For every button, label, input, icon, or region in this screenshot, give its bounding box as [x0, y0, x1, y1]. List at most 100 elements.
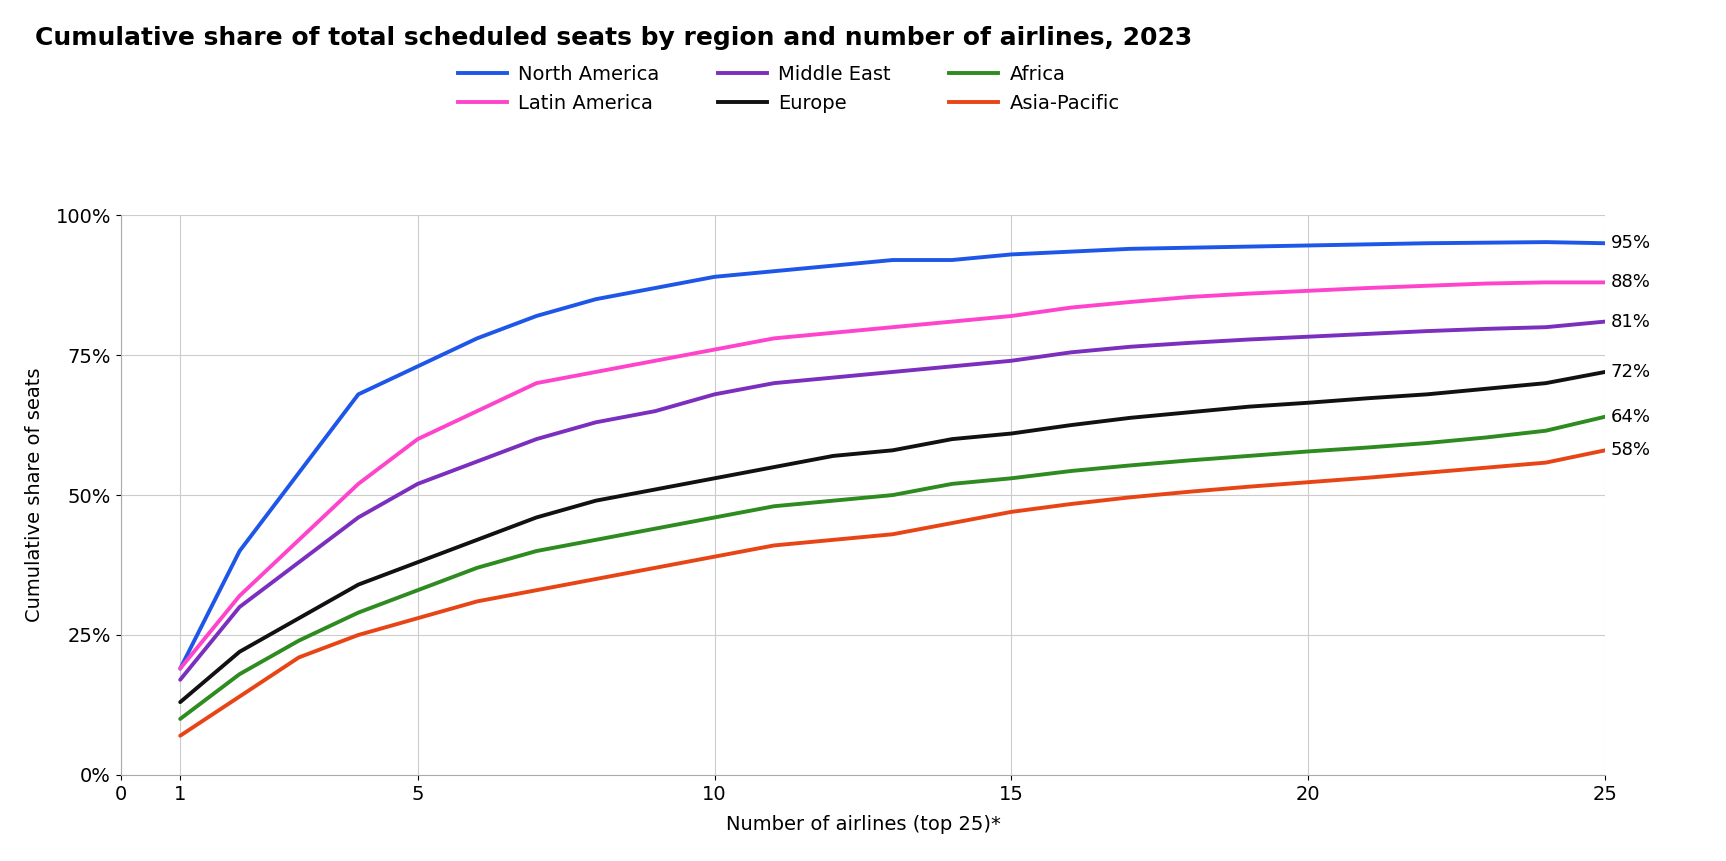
Africa [942, 479, 963, 489]
Asia-Pacific [1179, 486, 1200, 497]
Europe [1120, 412, 1141, 423]
Middle East [585, 418, 606, 428]
North America [349, 389, 369, 400]
North America [1298, 240, 1319, 251]
Europe [1179, 407, 1200, 418]
Asia-Pacific [823, 535, 844, 545]
Asia-Pacific [466, 596, 487, 606]
Africa [763, 501, 784, 511]
Asia-Pacific [407, 613, 428, 623]
Europe [1239, 401, 1260, 412]
Middle East [526, 434, 547, 444]
Asia-Pacific [1060, 499, 1080, 509]
Asia-Pacific [349, 630, 369, 641]
Middle East [942, 362, 963, 372]
Africa [288, 635, 309, 646]
Middle East [1357, 329, 1377, 339]
Middle East [1120, 342, 1141, 352]
Asia-Pacific [288, 653, 309, 663]
Africa [646, 523, 666, 534]
Asia-Pacific [1595, 445, 1616, 455]
North America [882, 255, 903, 265]
Line: Europe: Europe [180, 372, 1605, 703]
Middle East [1060, 347, 1080, 357]
Text: 81%: 81% [1610, 313, 1650, 331]
North America [1001, 250, 1022, 260]
Africa [349, 608, 369, 618]
Line: Asia-Pacific: Asia-Pacific [180, 450, 1605, 735]
Latin America [1595, 277, 1616, 288]
Latin America [1001, 311, 1022, 321]
Europe [585, 496, 606, 506]
Middle East [1476, 324, 1496, 334]
Middle East [288, 557, 309, 567]
North America [1417, 238, 1438, 249]
Europe [1417, 389, 1438, 400]
Middle East [1595, 316, 1616, 326]
Latin America [466, 406, 487, 417]
Europe [230, 647, 250, 657]
Europe [1357, 393, 1377, 404]
Latin America [585, 367, 606, 377]
Middle East [882, 367, 903, 377]
X-axis label: Number of airlines (top 25)*: Number of airlines (top 25)* [725, 815, 1001, 833]
Africa [169, 714, 190, 724]
Latin America [1239, 288, 1260, 299]
Middle East [704, 389, 725, 400]
Latin America [526, 378, 547, 388]
Africa [1357, 443, 1377, 453]
Latin America [288, 535, 309, 545]
Asia-Pacific [1476, 462, 1496, 473]
Asia-Pacific [942, 517, 963, 528]
Middle East [646, 406, 666, 417]
Middle East [230, 602, 250, 612]
North America [288, 468, 309, 478]
Asia-Pacific [230, 691, 250, 702]
Asia-Pacific [1298, 477, 1319, 487]
Middle East [1001, 356, 1022, 366]
Middle East [349, 512, 369, 523]
Text: 58%: 58% [1610, 442, 1650, 459]
Asia-Pacific [646, 563, 666, 573]
Latin America [1060, 302, 1080, 313]
Line: Latin America: Latin America [180, 282, 1605, 668]
Y-axis label: Cumulative share of seats: Cumulative share of seats [26, 368, 45, 623]
Asia-Pacific [1357, 473, 1377, 483]
Europe [288, 613, 309, 623]
Europe [169, 697, 190, 708]
Africa [1417, 438, 1438, 449]
Text: Cumulative share of total scheduled seats by region and number of airlines, 2023: Cumulative share of total scheduled seat… [35, 26, 1191, 50]
Europe [704, 474, 725, 484]
Africa [704, 512, 725, 523]
Africa [407, 585, 428, 596]
Latin America [1476, 278, 1496, 288]
North America [823, 260, 844, 270]
Latin America [1536, 277, 1557, 288]
Latin America [1120, 297, 1141, 307]
North America [763, 266, 784, 276]
Africa [585, 535, 606, 545]
Middle East [1417, 326, 1438, 337]
Middle East [466, 456, 487, 467]
Africa [1298, 446, 1319, 456]
Africa [230, 669, 250, 679]
Middle East [1239, 334, 1260, 344]
Line: North America: North America [180, 242, 1605, 668]
Latin America [704, 344, 725, 355]
North America [407, 362, 428, 372]
North America [942, 255, 963, 265]
Europe [407, 557, 428, 567]
Africa [823, 496, 844, 506]
Africa [1595, 412, 1616, 422]
Latin America [882, 322, 903, 332]
North America [526, 311, 547, 321]
Africa [1060, 466, 1080, 476]
Asia-Pacific [1417, 468, 1438, 478]
Latin America [407, 434, 428, 444]
Asia-Pacific [882, 529, 903, 539]
Middle East [763, 378, 784, 388]
Europe [1298, 398, 1319, 408]
Latin America [763, 333, 784, 344]
Europe [763, 461, 784, 472]
North America [1120, 244, 1141, 254]
